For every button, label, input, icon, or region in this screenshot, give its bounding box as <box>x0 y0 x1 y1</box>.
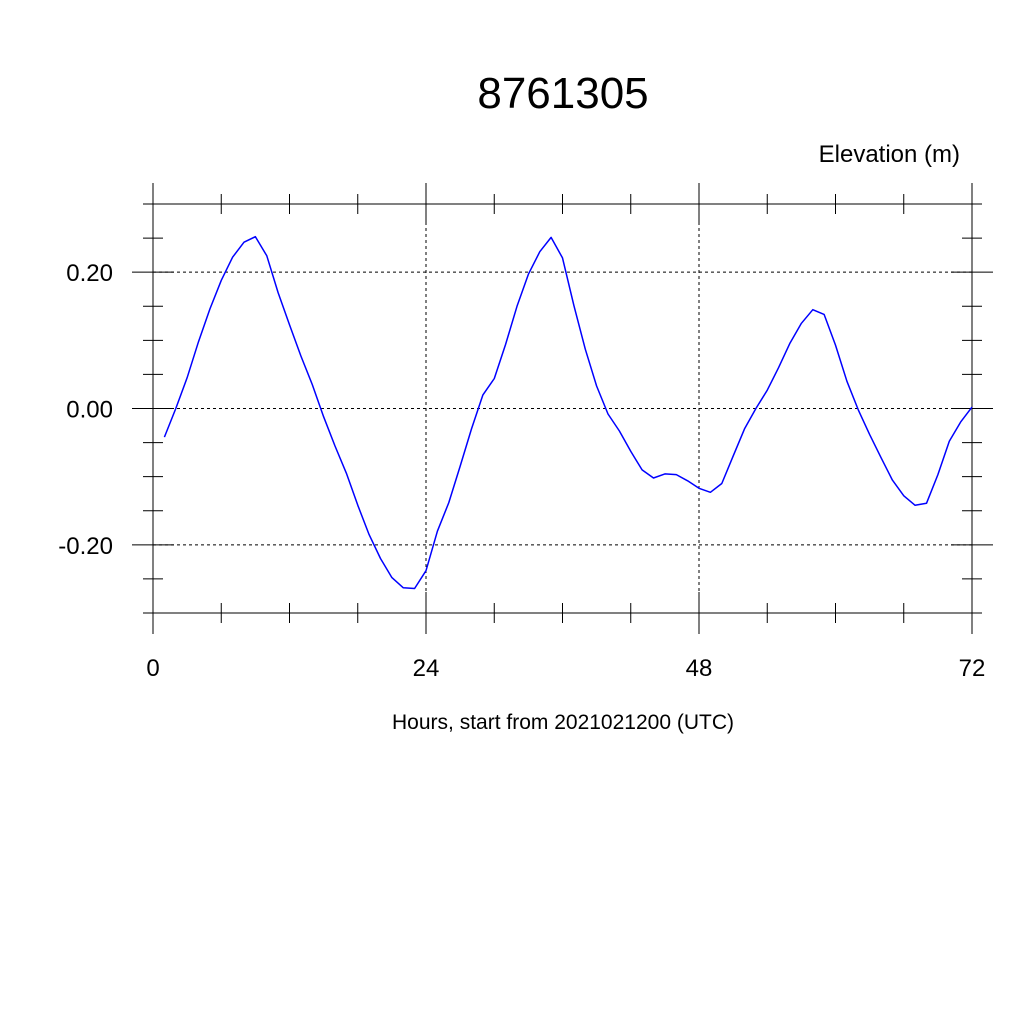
y-axis-label: Elevation (m) <box>819 141 960 168</box>
y-tick-labels: 0.20 0.00 -0.20 <box>58 260 113 560</box>
x-tick-label: 48 <box>686 655 713 682</box>
x-axis-label: Hours, start from 2021021200 (UTC) <box>392 711 734 734</box>
grid <box>152 204 973 613</box>
chart-title: 8761305 <box>477 69 648 118</box>
y-tick-label: -0.20 <box>58 533 113 560</box>
x-tick-label: 0 <box>146 655 159 682</box>
series-group <box>163 235 973 590</box>
y-tick-label: 0.00 <box>66 397 113 424</box>
y-tick-label: 0.20 <box>66 260 113 287</box>
plot-frame <box>152 203 973 614</box>
x-tick-label: 72 <box>959 655 986 682</box>
x-tick-labels: 0 24 48 72 <box>146 655 985 682</box>
series-line <box>163 235 973 590</box>
x-tick-label: 24 <box>413 655 440 682</box>
